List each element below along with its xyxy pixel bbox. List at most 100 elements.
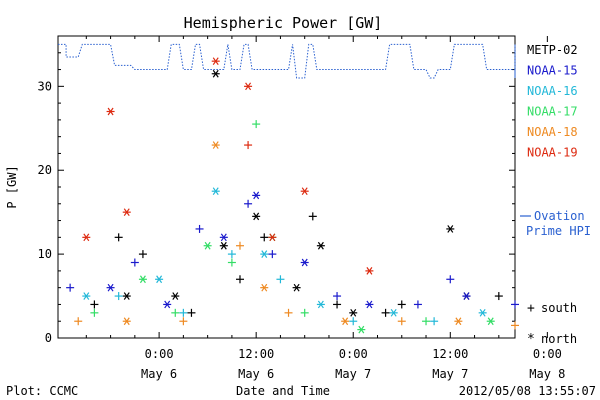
data-point-north: [219, 233, 228, 242]
data-point-south: [260, 233, 269, 242]
data-point-north: [211, 141, 220, 149]
data-point-south: [227, 250, 236, 259]
data-point-north: [122, 317, 131, 326]
data-point-south: [90, 308, 99, 317]
south-marker-glyph: +: [527, 301, 535, 316]
legend: METP-02 NOAA-15 NOAA-16 NOAA-17 NOAA-18 NOAA-…: [520, 43, 591, 347]
legend-entry-noaa-16: NOAA-16: [527, 84, 578, 98]
data-point-north: [155, 275, 164, 284]
data-point-north: [478, 308, 487, 317]
data-point-north: [82, 233, 91, 242]
data-point-north: [106, 107, 115, 116]
x-tick-time-label: 0:00: [339, 347, 368, 361]
x-axis-label: Date and Time: [236, 384, 330, 398]
data-point-south: [227, 258, 236, 267]
chart-title: Hemispheric Power [GW]: [184, 14, 383, 32]
x-axis-ticks: 0:00 May 6 12:00 May 6 0:00 May 7 12:00 May 7 0:…: [85, 36, 565, 381]
plot-frame: [57, 35, 516, 339]
data-point-north: [300, 258, 309, 267]
data-point-north: [357, 325, 366, 334]
plot-timestamp: 2012/05/08 13:55:07: [459, 384, 596, 398]
data-point-south: [244, 199, 253, 208]
data-point-north: [82, 292, 91, 300]
y-tick-label: 30: [38, 79, 52, 93]
data-point-south: [114, 292, 123, 301]
data-point-south: [494, 292, 503, 301]
data-point-north: [252, 212, 261, 221]
data-point-north: [341, 317, 350, 326]
legend-entry-noaa-18: NOAA-18: [527, 125, 578, 139]
data-point-south: [74, 317, 83, 326]
x-tick-date-label: May 7: [432, 367, 468, 381]
data-point-south: [422, 317, 431, 326]
data-point-south: [66, 283, 75, 292]
data-point-north: [389, 308, 398, 317]
data-point-south: [511, 321, 519, 330]
data-point-north: [203, 241, 212, 250]
y-tick-label: 0: [45, 331, 52, 345]
data-point-north: [365, 267, 374, 275]
south-marker-label: south: [541, 301, 577, 315]
data-point-south: [276, 275, 285, 284]
x-tick-date-label: May 6: [238, 367, 274, 381]
data-point-south: [446, 275, 455, 284]
data-point-south: [333, 300, 342, 309]
x-tick-date-label: May 7: [335, 367, 371, 381]
ovation-hpi-line: [58, 43, 516, 79]
data-points: [66, 57, 519, 334]
y-tick-label: 10: [38, 247, 52, 261]
data-point-north: [300, 187, 309, 196]
data-point-north: [219, 241, 228, 250]
data-point-north: [365, 300, 374, 309]
x-tick-time-label: 0:00: [145, 347, 174, 361]
data-point-north: [292, 283, 301, 292]
plot-credit: Plot: CCMC: [6, 384, 78, 398]
data-point-north: [211, 57, 220, 66]
data-point-south: [235, 275, 244, 284]
data-point-north: [454, 317, 463, 326]
data-point-south: [349, 317, 358, 326]
legend-entry-metp-02: METP-02: [527, 43, 578, 57]
data-point-north: [446, 225, 455, 233]
data-point-south: [397, 300, 406, 309]
data-point-north: [462, 292, 471, 300]
data-point-south: [381, 308, 390, 317]
data-point-south: [397, 317, 406, 326]
data-point-south: [195, 224, 204, 233]
data-point-south: [138, 250, 147, 259]
data-point-south: [511, 300, 519, 309]
ovation-hpi-series: [58, 43, 516, 79]
data-point-south: [244, 141, 253, 150]
data-point-south: [284, 308, 293, 317]
legend-entry-noaa-15: NOAA-15: [527, 64, 578, 78]
data-point-north: [106, 283, 115, 292]
x-tick-time-label: 12:00: [432, 347, 468, 361]
data-point-south: [179, 317, 188, 326]
data-point-south: [268, 250, 277, 259]
data-point-south: [235, 241, 244, 250]
data-point-north: [122, 292, 131, 300]
data-point-north: [486, 317, 495, 326]
data-point-north: [138, 275, 147, 284]
data-point-south: [187, 308, 196, 317]
legend-entry-noaa-19: NOAA-19: [527, 146, 578, 160]
y-axis-label: P [GW]: [5, 165, 19, 208]
data-point-north: [316, 300, 325, 309]
north-marker-glyph: *: [527, 332, 535, 347]
x-tick-time-label: 12:00: [238, 347, 274, 361]
ovation-legend-label-1: Ovation: [534, 209, 585, 223]
data-point-north: [211, 69, 220, 78]
data-point-north: [260, 250, 269, 258]
x-tick-date-label: May 8: [529, 367, 565, 381]
data-point-south: [252, 120, 261, 129]
x-tick-date-label: May 6: [141, 367, 177, 381]
data-point-north: [316, 241, 325, 250]
y-tick-label: 20: [38, 163, 52, 177]
data-point-north: [171, 292, 180, 300]
data-point-south: [179, 308, 188, 317]
data-point-north: [260, 283, 269, 292]
data-point-north: [163, 300, 172, 309]
north-marker-label: north: [541, 332, 577, 346]
data-point-north: [211, 187, 220, 196]
